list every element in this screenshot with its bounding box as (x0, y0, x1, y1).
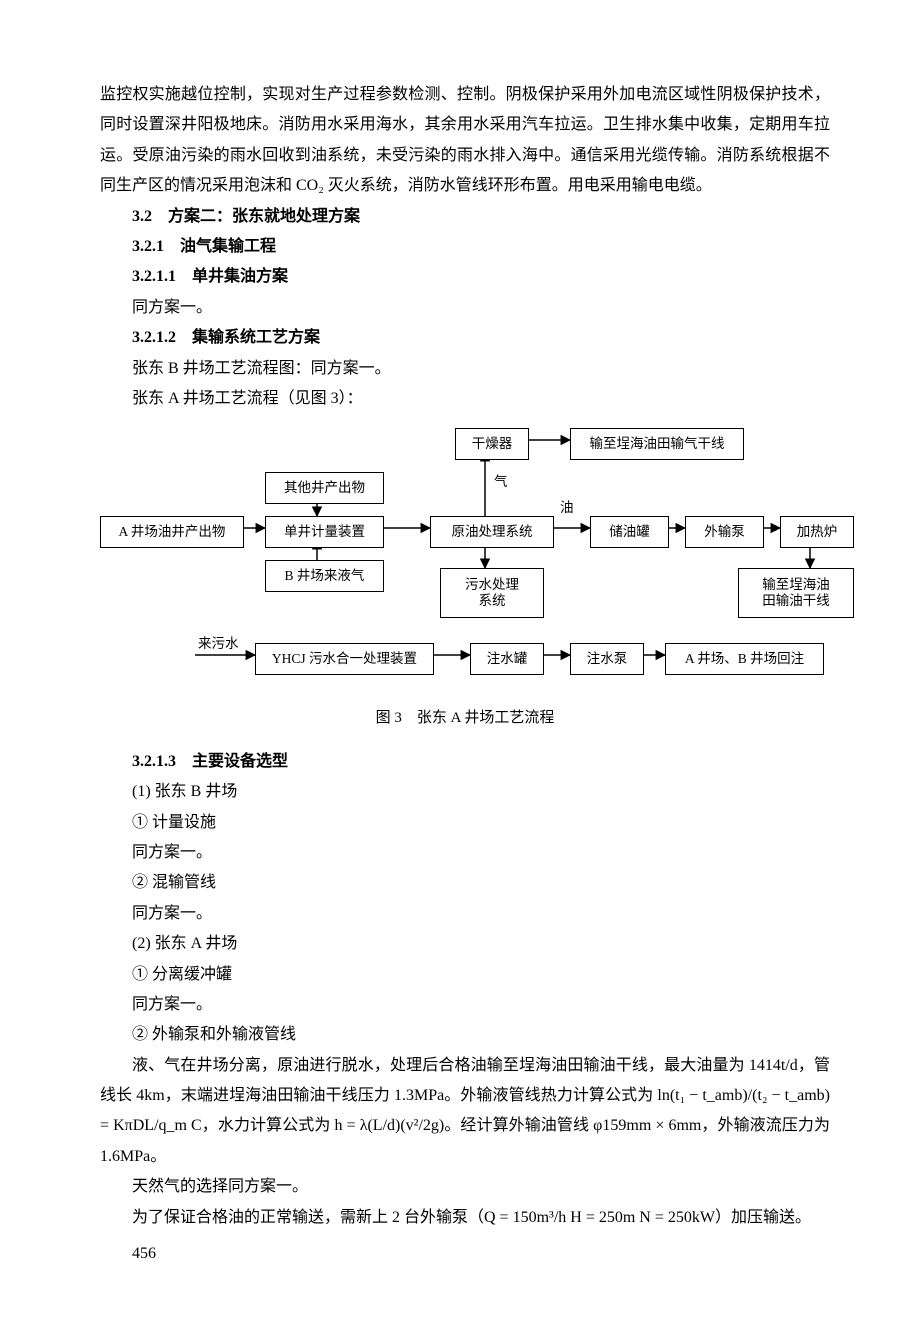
paragraph-pump: 为了保证合格油的正常输送，需新上 2 台外输泵（Q = 150m³/h H = … (100, 1203, 830, 1233)
figure-3-flowchart: 干燥器 输至埕海油田输气干线其他井产出物 A 井场油井产出物单井计量装置 原油处理系统… (100, 428, 830, 698)
node-dryer: 干燥器 (455, 428, 529, 460)
list-6: (2) 张东 A 井场 (100, 929, 830, 959)
heading-3-2-1-1: 3.2.1.1 单井集油方案 (100, 262, 830, 292)
node-sewage: 污水处理 系统 (440, 568, 544, 618)
text-same-1: 同方案一。 (100, 293, 830, 323)
paragraph-gas: 天然气的选择同方案一。 (100, 1172, 830, 1202)
list-3: 同方案一。 (100, 838, 830, 868)
intro-paragraph: 监控权实施越位控制，实现对生产过程参数检测、控制。阴极保护采用外加电流区域性阴极… (100, 80, 830, 202)
node-tank: 储油罐 (590, 516, 669, 548)
heading-3-2: 3.2 方案二：张东就地处理方案 (100, 202, 830, 232)
list-2: ① 计量设施 (100, 808, 830, 838)
list-4: ② 混输管线 (100, 868, 830, 898)
list-7: ① 分离缓冲罐 (100, 960, 830, 990)
node-awell: A 井场油井产出物 (100, 516, 244, 548)
node-reinj: A 井场、B 井场回注 (665, 643, 824, 675)
list-5: 同方案一。 (100, 899, 830, 929)
node-gasline: 输至埕海油田输气干线 (570, 428, 744, 460)
node-other: 其他井产出物 (265, 472, 384, 504)
heading-3-2-1-3: 3.2.1.3 主要设备选型 (100, 747, 830, 777)
node-meter: 单井计量装置 (265, 516, 384, 548)
paragraph-calc: 液、气在井场分离，原油进行脱水，处理后合格油输至埕海油田输油干线，最大油量为 1… (100, 1051, 830, 1173)
page-number: 456 (100, 1239, 830, 1269)
node-crude: 原油处理系统 (430, 516, 554, 548)
label-oil: 油 (558, 500, 576, 516)
heading-3-2-1: 3.2.1 油气集输工程 (100, 232, 830, 262)
list-1: (1) 张东 B 井场 (100, 777, 830, 807)
heading-3-2-1-2: 3.2.1.2 集输系统工艺方案 (100, 323, 830, 353)
label-gas: 气 (492, 474, 510, 490)
node-bwell: B 井场来液气 (265, 560, 384, 592)
label-sewin: 来污水 (196, 636, 241, 652)
list-9: ② 外输泵和外输液管线 (100, 1020, 830, 1050)
node-pump: 外输泵 (685, 516, 764, 548)
figure-3-caption: 图 3 张东 A 井场工艺流程 (100, 704, 830, 733)
node-oilline: 输至埕海油 田输油干线 (738, 568, 854, 618)
line-zhangdong-b: 张东 B 井场工艺流程图：同方案一。 (100, 354, 830, 384)
node-yhcj: YHCJ 污水合一处理装置 (255, 643, 434, 675)
node-heater: 加热炉 (780, 516, 854, 548)
list-8: 同方案一。 (100, 990, 830, 1020)
line-zhangdong-a: 张东 A 井场工艺流程（见图 3）： (100, 384, 830, 414)
node-inj_tank: 注水罐 (470, 643, 544, 675)
node-inj_pump: 注水泵 (570, 643, 644, 675)
